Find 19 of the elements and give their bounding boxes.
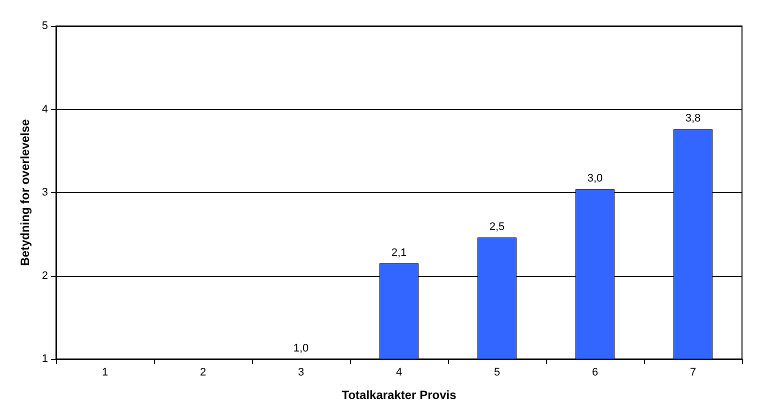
y-tick-label: 3 [42, 186, 48, 198]
y-tick-label: 1 [42, 353, 48, 365]
y-tick-label: 2 [42, 270, 48, 282]
x-tick-label: 1 [102, 366, 108, 378]
y-tick-label: 5 [42, 20, 48, 32]
x-tick-label: 5 [494, 366, 500, 378]
data-label: 2,5 [489, 220, 505, 233]
data-label: 3,8 [685, 112, 701, 125]
y-axis-title: Betydning for overlevelse [18, 118, 32, 266]
y-tick-label: 4 [42, 103, 48, 116]
data-label: 1,0 [293, 342, 309, 354]
data-label: 3,0 [587, 172, 603, 185]
x-tick-label: 2 [200, 366, 206, 378]
x-axis-title: Totalkarakter Provis [342, 388, 457, 402]
x-tick-label: 6 [592, 366, 598, 378]
x-tick-label: 7 [690, 366, 696, 378]
data-label: 2,1 [391, 246, 407, 259]
x-tick-label: 3 [298, 366, 304, 378]
x-tick-label: 4 [396, 366, 402, 378]
